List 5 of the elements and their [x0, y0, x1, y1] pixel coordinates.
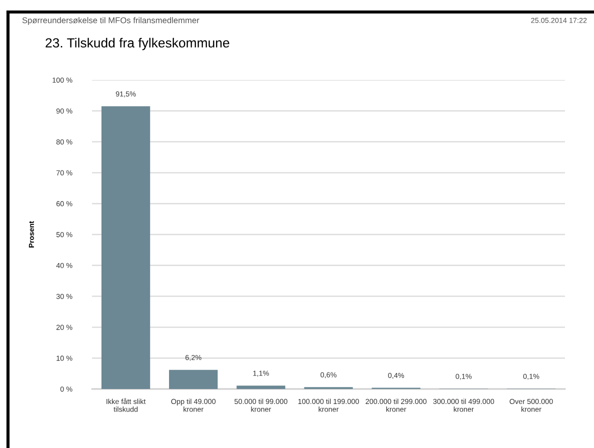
chart-title: 23. Tilskudd fra fylkeskommune — [46, 38, 230, 50]
bar — [101, 106, 150, 389]
bar — [236, 386, 286, 389]
bar — [169, 370, 218, 389]
chart-subtitle: Spørreundersøkelse til MFOs frilansmedlemmer — [22, 17, 200, 25]
